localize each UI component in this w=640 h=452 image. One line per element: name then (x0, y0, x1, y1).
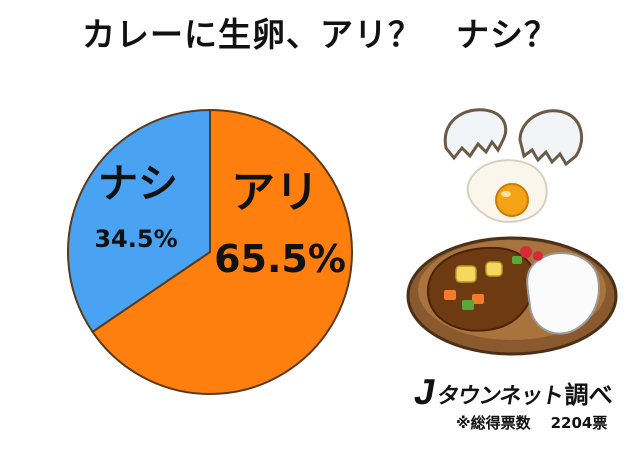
slice-label-value: 34.5% (94, 225, 177, 253)
chart-title: カレーに生卵、アリ？ ナシ？ (82, 15, 558, 54)
logo-mark: J (411, 371, 439, 412)
total-votes: 2204票 (550, 414, 608, 432)
pie-slice-ari (91, 108, 353, 395)
slice-label-value: 65.5% (214, 237, 346, 281)
pie-slice-nashi (67, 108, 211, 334)
note-label: ※総得票数 (456, 414, 531, 432)
j-townnet-logo: J タウンネット 調べ (411, 371, 613, 412)
slice-label-name: ナシ (98, 161, 178, 207)
logo-text: タウンネット (434, 383, 565, 409)
vote-total-note: ※総得票数 2204票 (456, 416, 607, 431)
logo-suffix: 調べ (564, 381, 613, 410)
slice-label-name: アリ (231, 167, 319, 218)
